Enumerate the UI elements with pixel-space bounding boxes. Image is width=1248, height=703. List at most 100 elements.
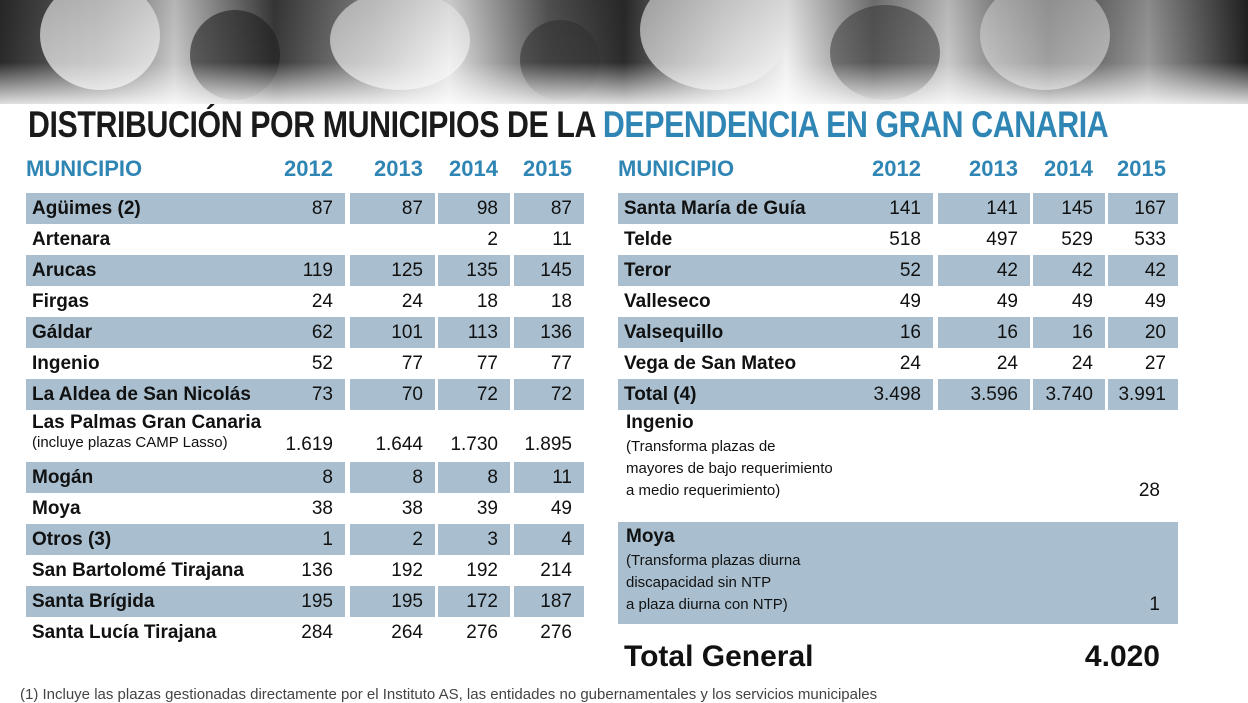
- left-row-name-2: Arucas: [26, 255, 254, 286]
- left-row-value-4-3: 136: [514, 317, 584, 348]
- title-part1: DISTRIBUCIÓN POR MUNICIPIOS DE LA: [28, 104, 603, 145]
- right-row-name-6: Total (4): [618, 379, 842, 410]
- left-row2-value-4-1: 195: [350, 586, 435, 617]
- header-year-right-1: 2013: [969, 156, 1018, 181]
- right-row-value-6-3: 3.991: [1108, 379, 1178, 410]
- left-row-value-2-2: 135: [438, 255, 510, 286]
- left-row-value-2-3: 145: [514, 255, 584, 286]
- right-row-value-1-2: 529: [1061, 229, 1093, 250]
- right-row-value-6-2: 3.740: [1033, 379, 1105, 410]
- header-municipio-left: MUNICIPIO: [26, 156, 143, 181]
- right-row-value-0-2: 145: [1033, 193, 1105, 224]
- moya-line-1: (Transforma plazas diurna: [626, 552, 801, 569]
- left-row2-value-2-3: 4: [514, 524, 584, 555]
- right-row-value-0-1: 141: [938, 193, 1030, 224]
- header-year-right-3: 2015: [1117, 156, 1166, 181]
- left-row-value-0-2: 98: [438, 193, 510, 224]
- title-part2: DEPENDENCIA EN GRAN CANARIA: [602, 104, 1109, 145]
- right-row-name-0: Santa María de Guía: [618, 193, 842, 224]
- left-row2-value-0-0: 8: [250, 462, 345, 493]
- left-row-name-3: Firgas: [32, 291, 90, 312]
- right-row-value-2-0: 52: [838, 255, 933, 286]
- header-year-left-0: 2012: [284, 156, 333, 181]
- left-row2-name-3: San Bartolomé Tirajana: [32, 560, 244, 581]
- left-row2-value-2-0: 1: [250, 524, 345, 555]
- right-row-value-1-3: 533: [1134, 229, 1166, 250]
- left-row2-value-5-1: 264: [391, 622, 423, 643]
- header-year-left-1: 2013: [374, 156, 423, 181]
- right-row-name-5: Vega de San Mateo: [624, 353, 797, 374]
- left-row-value-3-2: 18: [476, 291, 498, 312]
- moya-value: 1: [1149, 594, 1160, 615]
- left-row2-value-5-2: 276: [466, 622, 498, 643]
- left-row-value-0-0: 87: [250, 193, 345, 224]
- total-general-label: Total General: [624, 640, 814, 673]
- left-row-value-4-0: 62: [250, 317, 345, 348]
- left-row-value-4-2: 113: [438, 317, 510, 348]
- right-row-value-2-2: 42: [1033, 255, 1105, 286]
- right-row-name-4: Valsequillo: [618, 317, 842, 348]
- ingenio-line-1: (Transforma plazas de: [626, 438, 776, 455]
- left-row2-name-4: Santa Brígida: [26, 586, 254, 617]
- left-row2-value-5-3: 276: [540, 622, 572, 643]
- header-year-right-0: 2012: [872, 156, 921, 181]
- left-row-name-0: Agüimes (2): [26, 193, 254, 224]
- page-title: DISTRIBUCIÓN POR MUNICIPIOS DE LA DEPEND…: [28, 104, 1109, 146]
- left-row-value-1-0: [250, 224, 345, 255]
- las-palmas-value-1: 1.644: [375, 434, 423, 455]
- footnote: (1) Incluye las plazas gestionadas direc…: [20, 686, 878, 703]
- right-row-value-1-1: 497: [986, 229, 1018, 250]
- las-palmas-value-3: 1.895: [524, 434, 572, 455]
- right-row-value-4-1: 16: [938, 317, 1030, 348]
- header-photo: [0, 0, 1248, 104]
- ingenio-name: Ingenio: [626, 412, 694, 433]
- left-row2-value-0-2: 8: [438, 462, 510, 493]
- right-row-name-1: Telde: [624, 229, 673, 250]
- left-row2-name-0: Mogán: [26, 462, 254, 493]
- left-row2-value-1-3: 49: [550, 498, 572, 519]
- moya-line-2: discapacidad sin NTP: [626, 574, 772, 591]
- total-general-value: 4.020: [1084, 640, 1160, 673]
- right-row-value-5-1: 24: [996, 353, 1018, 374]
- left-row2-name-1: Moya: [32, 498, 81, 519]
- header-year-left-2: 2014: [449, 156, 498, 181]
- right-row-value-1-0: 518: [889, 229, 921, 250]
- left-row-value-6-0: 73: [250, 379, 345, 410]
- moya-name: Moya: [626, 526, 675, 547]
- right-row-value-6-1: 3.596: [938, 379, 1030, 410]
- left-row2-value-0-1: 8: [350, 462, 435, 493]
- left-row-value-0-1: 87: [350, 193, 435, 224]
- right-row-value-0-0: 141: [838, 193, 933, 224]
- left-row2-value-2-2: 3: [438, 524, 510, 555]
- left-row-name-6: La Aldea de San Nicolás: [26, 379, 254, 410]
- left-row-value-6-2: 72: [438, 379, 510, 410]
- left-row2-value-4-0: 195: [250, 586, 345, 617]
- left-row2-value-0-3: 11: [514, 462, 584, 493]
- right-row-value-3-3: 49: [1144, 291, 1166, 312]
- right-row-value-3-2: 49: [1071, 291, 1093, 312]
- left-row-name-5: Ingenio: [32, 353, 100, 374]
- ingenio-line-3: a medio requerimiento): [626, 482, 781, 499]
- left-row-value-3-1: 24: [401, 291, 423, 312]
- left-row-value-5-1: 77: [401, 353, 423, 374]
- right-row-value-2-1: 42: [938, 255, 1030, 286]
- left-row2-value-2-1: 2: [350, 524, 435, 555]
- left-row-value-1-2: 2: [487, 229, 498, 250]
- left-row-value-6-1: 70: [350, 379, 435, 410]
- header-municipio-right: MUNICIPIO: [618, 156, 735, 181]
- right-row-value-5-2: 24: [1071, 353, 1093, 374]
- left-row-value-3-3: 18: [550, 291, 572, 312]
- right-row-name-3: Valleseco: [624, 291, 711, 312]
- left-row2-value-1-0: 38: [311, 498, 333, 519]
- left-row2-value-5-0: 284: [301, 622, 333, 643]
- left-row-value-6-3: 72: [514, 379, 584, 410]
- las-palmas-note: (incluye plazas CAMP Lasso): [32, 434, 228, 451]
- right-row-value-3-0: 49: [899, 291, 921, 312]
- left-row-value-3-0: 24: [311, 291, 333, 312]
- left-row-value-5-2: 77: [476, 353, 498, 374]
- left-row2-value-3-0: 136: [301, 560, 333, 581]
- ingenio-box: [618, 410, 1178, 510]
- las-palmas-name: Las Palmas Gran Canaria: [32, 412, 262, 433]
- right-row-value-3-1: 49: [996, 291, 1018, 312]
- moya-box: [618, 522, 1178, 624]
